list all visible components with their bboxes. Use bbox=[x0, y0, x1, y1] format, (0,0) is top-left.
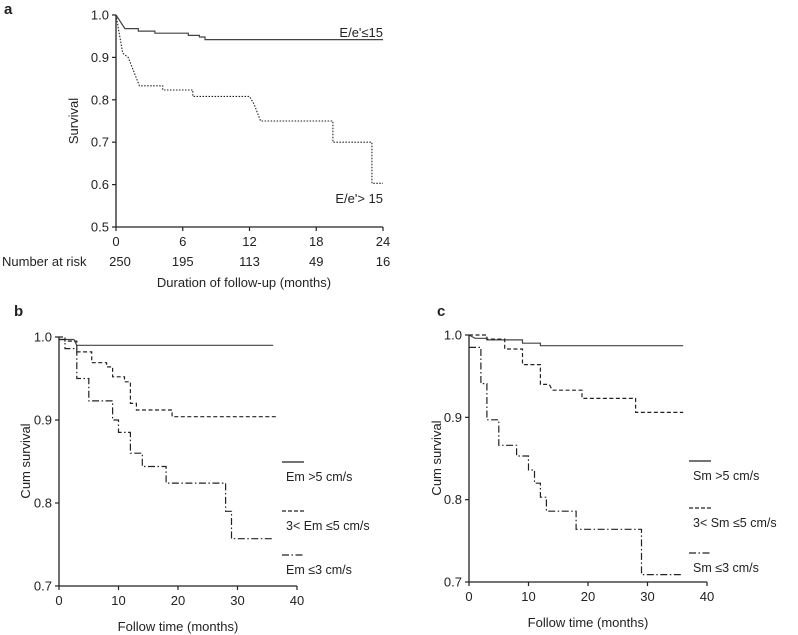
panel-a-risk-value: 49 bbox=[309, 254, 323, 269]
panel-b-x-tick-label: 20 bbox=[171, 593, 185, 608]
panel-a-series-label: E/e'≤15 bbox=[339, 25, 383, 40]
panel-c-y-tick-label: 0.7 bbox=[444, 575, 462, 590]
panel-c-x-tick-label: 30 bbox=[640, 589, 654, 604]
panel-c-x-tick-label: 40 bbox=[700, 589, 714, 604]
panel-a-x-tick-label: 0 bbox=[112, 234, 119, 249]
panel-c-y-tick-label: 0.8 bbox=[444, 492, 462, 507]
panel-a-x-tick-label: 24 bbox=[376, 234, 390, 249]
panel-c-legend-label: 3< Sm ≤5 cm/s bbox=[693, 516, 777, 530]
panel-a-x-tick-label: 6 bbox=[179, 234, 186, 249]
panel-c-xlabel: Follow time (months) bbox=[528, 615, 649, 630]
panel-b-series-line-2 bbox=[59, 336, 277, 418]
panel-b-x-tick-label: 30 bbox=[230, 593, 244, 608]
panel-a-xlabel: Duration of follow-up (months) bbox=[157, 275, 331, 290]
panel-c-ylabel: Cum survival bbox=[429, 420, 444, 495]
panel-a-series-line-1 bbox=[115, 14, 383, 41]
panel-a-risk-value: 195 bbox=[172, 254, 194, 269]
panel-b-legend-label: 3< Em ≤5 cm/s bbox=[286, 519, 370, 533]
panel-c-y-tick-label: 0.9 bbox=[444, 410, 462, 425]
panel-a-risk-value: 250 bbox=[109, 254, 131, 269]
panel-label-a: a bbox=[4, 1, 13, 18]
panel-b-y-tick-label: 1.0 bbox=[34, 330, 52, 345]
panel-b-x-tick-label: 0 bbox=[55, 593, 62, 608]
panel-a-risk-value: 113 bbox=[239, 254, 260, 269]
panel-b-x-tick-label: 40 bbox=[290, 593, 304, 608]
panel-c-y-tick-label: 1.0 bbox=[444, 328, 462, 343]
panel-b-y-tick-label: 0.9 bbox=[34, 413, 52, 428]
panel-b-x-tick-label: 10 bbox=[111, 593, 125, 608]
panel-c-x-tick-label: 10 bbox=[521, 589, 535, 604]
panel-c-series-line-1 bbox=[468, 334, 684, 347]
panel-label-b: b bbox=[14, 303, 23, 320]
panel-b-xlabel: Follow time (months) bbox=[118, 619, 239, 634]
panel-c-x-tick-label: 0 bbox=[465, 589, 472, 604]
panel-b-series-line-1 bbox=[59, 338, 274, 346]
panel-a-y-tick-label: 0.7 bbox=[91, 135, 109, 150]
panel-b-y-tick-label: 0.8 bbox=[34, 496, 52, 511]
panel-a-y-tick-label: 0.8 bbox=[91, 92, 109, 107]
panel-c-legend-label: Sm ≤3 cm/s bbox=[693, 561, 759, 575]
panel-c-series-line-3 bbox=[469, 346, 684, 576]
panel-a-y-tick-label: 0.6 bbox=[91, 177, 109, 192]
panel-b-ylabel: Cum survival bbox=[18, 423, 33, 498]
panel-a-y-tick-label: 0.9 bbox=[91, 50, 109, 65]
panel-a-risk-value: 16 bbox=[376, 254, 390, 269]
panel-b-legend-label: Em >5 cm/s bbox=[286, 470, 352, 484]
panel-a-y-tick-label: 0.5 bbox=[91, 220, 109, 235]
panel-label-c: c bbox=[437, 303, 445, 320]
panel-a-x-tick-label: 12 bbox=[242, 234, 256, 249]
panel-a-ylabel: Survival bbox=[66, 98, 81, 144]
panel-c-x-tick-label: 20 bbox=[581, 589, 595, 604]
panel-b-legend-label: Em ≤3 cm/s bbox=[286, 563, 352, 577]
panel-b-series-line-3 bbox=[59, 338, 274, 540]
panel-a-y-tick-label: 1.0 bbox=[91, 8, 109, 23]
panel-a-series-line-2 bbox=[115, 14, 383, 184]
panel-a-risk-label: Number at risk bbox=[2, 254, 87, 269]
panel-b-y-tick-label: 0.7 bbox=[34, 579, 52, 594]
panel-a-x-tick-label: 18 bbox=[309, 234, 323, 249]
panel-a-series-label: E/e'> 15 bbox=[335, 191, 383, 206]
panel-c-series-line-2 bbox=[469, 334, 684, 413]
panel-c-legend-label: Sm >5 cm/s bbox=[693, 469, 759, 483]
